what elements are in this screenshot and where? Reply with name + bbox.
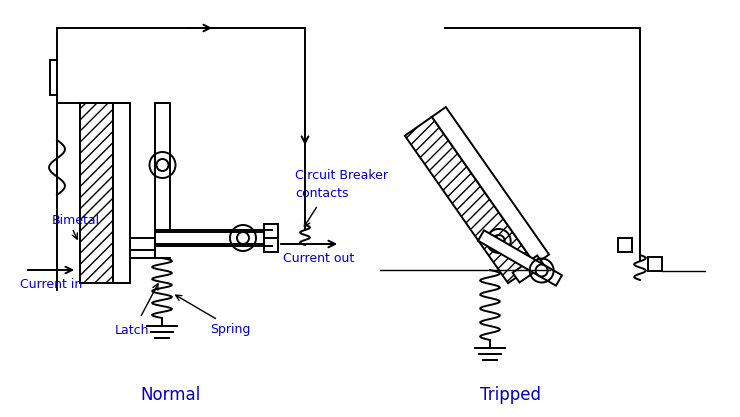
Text: Spring: Spring: [210, 324, 250, 337]
Polygon shape: [432, 107, 549, 264]
Text: Current in: Current in: [20, 279, 82, 291]
Bar: [113, 103, 130, 283]
Text: Tripped: Tripped: [480, 386, 540, 404]
Text: Latch: Latch: [115, 324, 149, 337]
Polygon shape: [405, 117, 535, 283]
Polygon shape: [478, 230, 562, 286]
Bar: [155, 103, 170, 238]
Bar: [648, 257, 662, 271]
Text: Current out: Current out: [283, 251, 354, 264]
Bar: [80, 103, 113, 283]
Bar: [618, 238, 632, 252]
Text: contacts: contacts: [295, 186, 349, 199]
Bar: [155, 232, 272, 244]
Bar: [264, 238, 278, 252]
Polygon shape: [513, 256, 544, 282]
Bar: [264, 224, 278, 238]
Text: Circuit Breaker: Circuit Breaker: [295, 168, 388, 181]
Text: Bimetal: Bimetal: [52, 214, 100, 226]
Text: Normal: Normal: [140, 386, 200, 404]
